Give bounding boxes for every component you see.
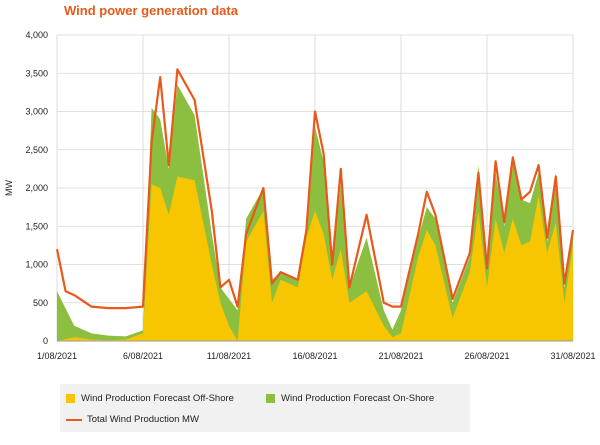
y-axis-title: MW (4, 180, 14, 196)
y-tick-label: 0 (43, 336, 48, 346)
onshore-swatch-icon (266, 394, 275, 403)
x-tick-label: 16/08/2021 (292, 351, 337, 361)
y-tick-label: 4,000 (25, 30, 48, 40)
x-tick-label: 1/08/2021 (37, 351, 77, 361)
y-tick-label: 3,000 (25, 107, 48, 117)
y-tick-label: 1,500 (25, 221, 48, 231)
chart-plot: 0 500 1,000 1,500 2,000 2,500 3,000 3,500 4,000 1… (4, 30, 596, 361)
legend-label-offshore: Wind Production Forecast Off-Shore (81, 393, 234, 404)
x-tick-label: 31/08/2021 (550, 351, 595, 361)
x-tick-label: 6/08/2021 (123, 351, 163, 361)
line-layer (55, 68, 575, 310)
area-layer (57, 84, 573, 341)
y-tick-label: 500 (33, 298, 48, 308)
x-tick-label: 26/08/2021 (464, 351, 509, 361)
legend-label-total: Total Wind Production MW (87, 414, 199, 425)
legend-item-total: Total Wind Production MW (66, 414, 199, 425)
total-production-line (55, 68, 575, 310)
chart-title: Wind power generation data (64, 3, 238, 18)
legend-item-offshore: Wind Production Forecast Off-Shore (66, 393, 234, 404)
legend-item-onshore: Wind Production Forecast On-Shore (266, 393, 434, 404)
offshore-swatch-icon (66, 394, 75, 403)
offshore-area (57, 176, 573, 341)
y-tick-label: 1,000 (25, 260, 48, 270)
x-tick-label: 21/08/2021 (378, 351, 423, 361)
legend-label-onshore: Wind Production Forecast On-Shore (281, 393, 435, 404)
legend: Wind Production Forecast Off-Shore Wind … (60, 384, 470, 432)
y-tick-label: 2,000 (25, 183, 48, 193)
y-tick-label: 2,500 (25, 145, 48, 155)
y-tick-label: 3,500 (25, 68, 48, 78)
axis-layer: 0 500 1,000 1,500 2,000 2,500 3,000 3,500 4,000 1… (4, 30, 596, 361)
x-tick-label: 11/08/2021 (207, 351, 251, 361)
total-line-swatch-icon (66, 418, 82, 421)
